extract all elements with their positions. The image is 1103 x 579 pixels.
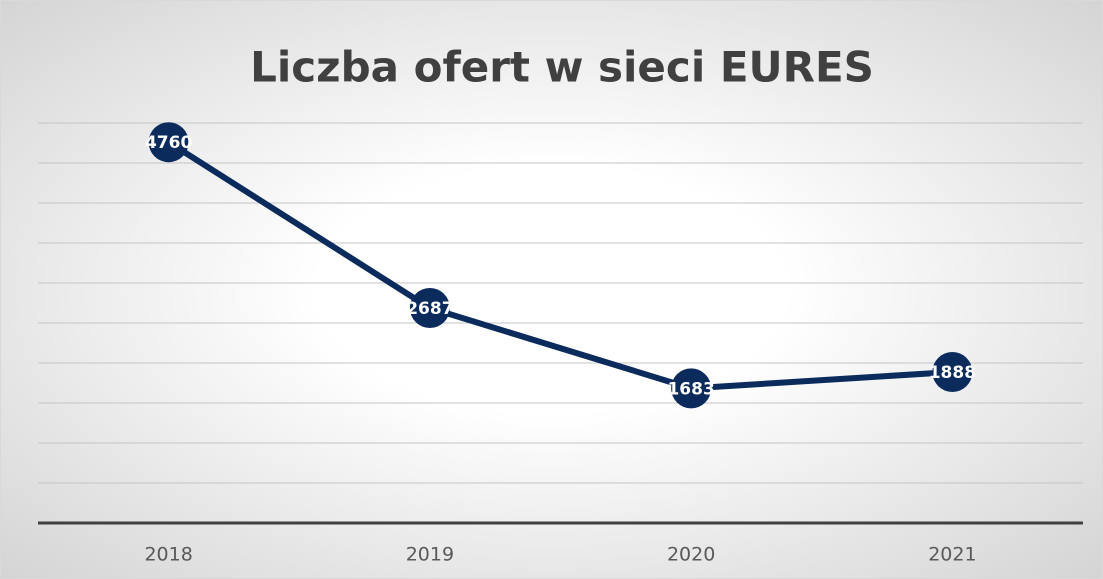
- data-label: 1683: [667, 379, 714, 399]
- data-label: 4760: [145, 133, 192, 153]
- x-tick-label: 2020: [667, 544, 715, 566]
- line: [167, 139, 953, 392]
- data-label: 1888: [929, 363, 976, 383]
- x-tick-label: 2018: [144, 544, 192, 566]
- marker: [409, 288, 450, 329]
- marker: [932, 351, 973, 392]
- x-tick-label: 2021: [928, 544, 976, 566]
- marker: [148, 122, 189, 163]
- x-tick-label: 2019: [406, 544, 454, 566]
- data-label: 2687: [406, 299, 453, 319]
- marker: [671, 368, 712, 409]
- chart-title: Liczba ofert w sieci EURES: [250, 43, 874, 92]
